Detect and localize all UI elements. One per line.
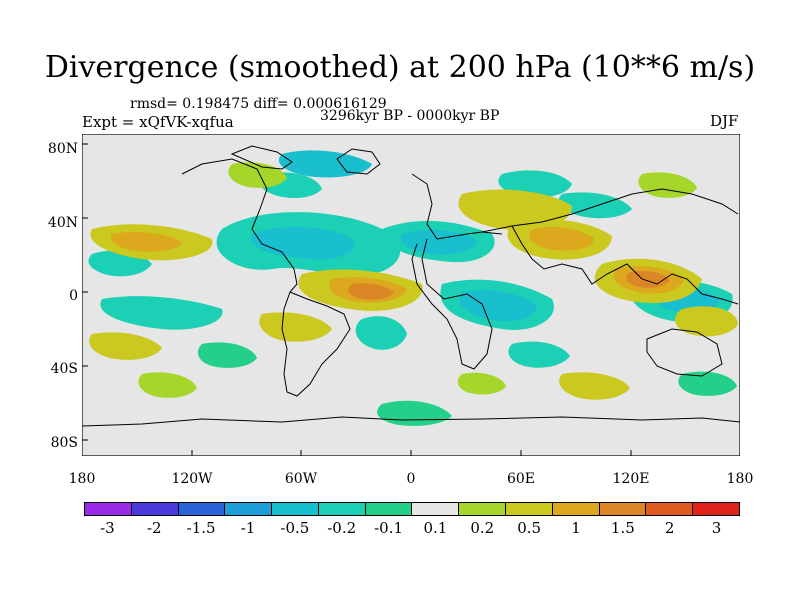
- lon-label-120w: 120W: [171, 471, 213, 487]
- period-label: 3296kyr BP - 0000kyr BP: [320, 108, 500, 124]
- colorbar-label: 1: [571, 519, 581, 537]
- lon-label-180e: 180: [726, 471, 754, 487]
- colorbar: [84, 502, 740, 516]
- colorbar-label: 3: [711, 519, 722, 537]
- colorbar-label: 1.5: [610, 519, 635, 537]
- colorbar-swatch: [551, 503, 599, 515]
- lon-label-120e: 120E: [612, 471, 650, 487]
- colorbar-label: -0.2: [327, 519, 357, 537]
- colorbar-label: -0.1: [374, 519, 404, 537]
- colorbar-swatch: [364, 503, 412, 515]
- colorbar-label: 0.1: [423, 519, 448, 537]
- colorbar-swatch: [598, 503, 646, 515]
- colorbar-label: -3: [100, 519, 115, 537]
- lon-label-60w: 60W: [284, 471, 318, 487]
- colorbar-swatch: [692, 503, 739, 515]
- colorbar-label: 0.5: [517, 519, 542, 537]
- plot-title: Divergence (smoothed) at 200 hPa (10**6 …: [44, 50, 756, 85]
- lat-label-80s: 80S: [50, 435, 78, 451]
- colorbar-label: -0.5: [280, 519, 310, 537]
- map-panel: [82, 134, 740, 456]
- colorbar-swatch: [177, 503, 225, 515]
- colorbar-swatch: [271, 503, 318, 515]
- colorbar-label: -1.5: [186, 519, 216, 537]
- colorbar-label: -2: [146, 519, 162, 537]
- colorbar-swatch: [645, 503, 693, 515]
- lon-label-0: 0: [406, 471, 416, 487]
- colorbar-swatch: [130, 503, 178, 515]
- colorbar-swatch: [317, 503, 365, 515]
- lat-label-0: 0: [69, 288, 78, 304]
- experiment-label: Expt = xQfVK-xqfua: [82, 113, 234, 131]
- colorbar-swatch: [85, 503, 131, 515]
- lat-label-40n: 40N: [47, 215, 78, 231]
- season-label: DJF: [710, 112, 739, 130]
- divergence-contours: [88, 150, 738, 426]
- colorbar-swatch: [458, 503, 506, 515]
- lon-label-180w: 180: [68, 471, 96, 487]
- colorbar-swatch: [411, 503, 459, 515]
- coastlines: [82, 145, 740, 427]
- colorbar-label: 2: [664, 519, 675, 537]
- lat-label-40s: 40S: [50, 361, 78, 377]
- colorbar-swatch: [224, 503, 272, 515]
- stats-label: rmsd= 0.198475 diff= 0.000616129: [130, 96, 387, 112]
- lat-label-80n: 80N: [47, 141, 78, 157]
- lon-label-60e: 60E: [506, 471, 536, 487]
- colorbar-swatch: [505, 503, 552, 515]
- colorbar-label: 0.2: [470, 519, 495, 537]
- axis-ticks: [82, 143, 632, 456]
- colorbar-label: -1: [240, 519, 256, 537]
